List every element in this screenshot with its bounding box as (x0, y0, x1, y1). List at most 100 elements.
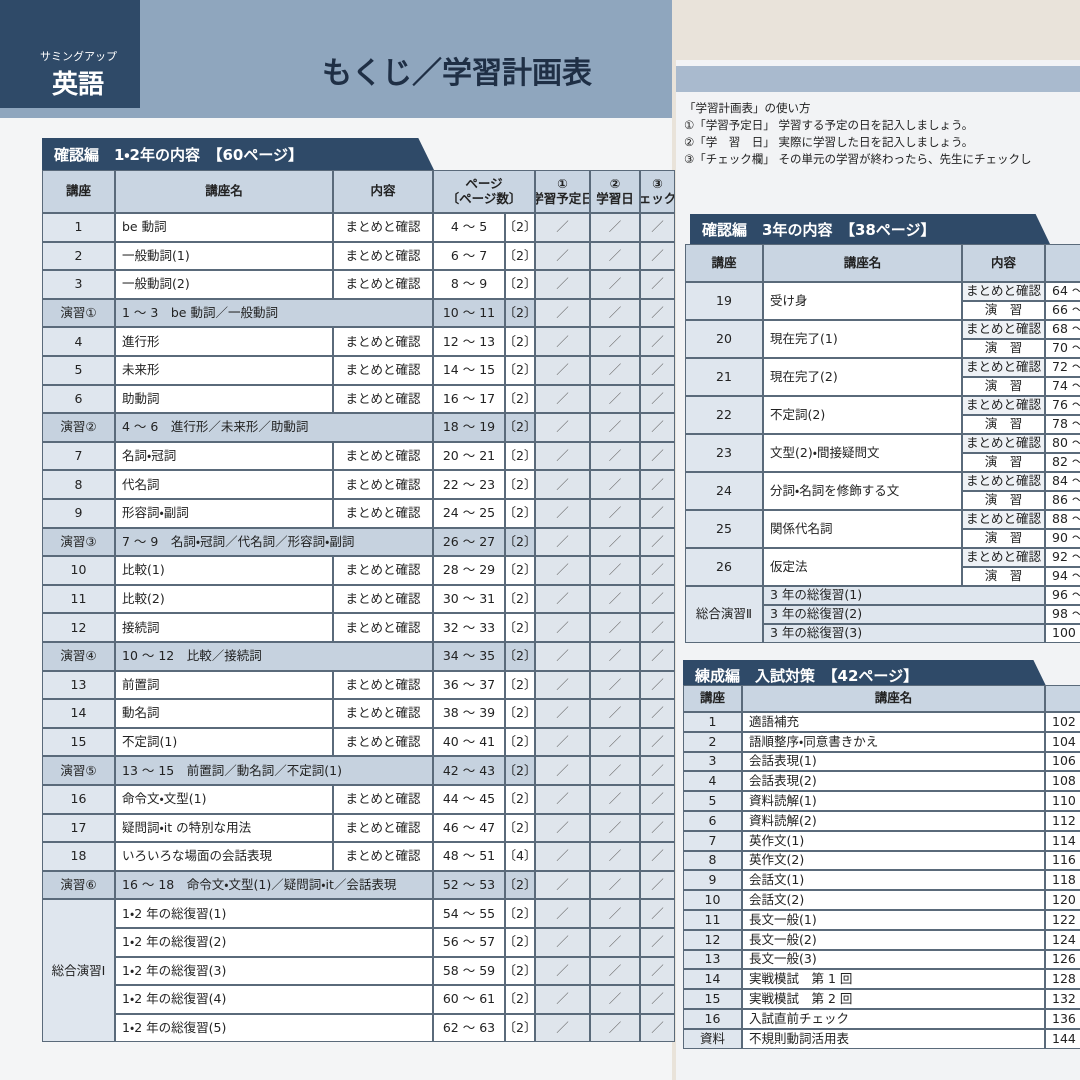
lecture-no: 演習② (42, 413, 115, 442)
content: まとめと確認 (962, 548, 1045, 567)
lecture-name: 進行形 (115, 327, 333, 356)
date-cell: ／ (590, 413, 640, 442)
lecture-name: 現在完了(1) (763, 320, 962, 358)
date-cell: ／ (590, 670, 640, 700)
lecture-name: 比較(1) (115, 556, 333, 585)
content: 演 習 (962, 567, 1045, 586)
page-range: 66 ～ (1045, 301, 1080, 320)
content: まとめと確認 (333, 499, 433, 528)
page-range: 54 ～ 55 (433, 899, 505, 928)
date-cell: ／ (590, 699, 640, 728)
date-cell: ／ (590, 785, 640, 814)
page-range: 118 ～ (1045, 870, 1080, 891)
brand-box (0, 0, 140, 108)
date-cell: ／ (590, 327, 640, 356)
content: 演 習 (962, 415, 1045, 434)
instructions-title: 「学習計画表」の使い方 (684, 101, 811, 115)
lecture-name: 未来形 (115, 356, 333, 385)
date-cell: ／ (590, 928, 640, 957)
date-cell: ／ (640, 756, 675, 785)
lecture-name: 会話表現(1) (742, 751, 1045, 772)
header-text: ② (609, 176, 621, 192)
page-count: 〔2〕 (505, 756, 535, 785)
page-count: 〔2〕 (505, 699, 535, 728)
date-cell: ／ (535, 985, 590, 1014)
date-cell: ／ (590, 813, 640, 843)
content: まとめと確認 (962, 358, 1045, 377)
page-count: 〔2〕 (505, 985, 535, 1014)
lecture-name: 適語補充 (742, 712, 1045, 732)
lecture-name: 1・2 年の総復習(3) (115, 956, 433, 986)
date-cell: ／ (535, 384, 590, 414)
date-cell: ／ (640, 727, 675, 757)
lecture-no: 3 (683, 751, 742, 772)
date-cell: ／ (535, 584, 590, 614)
instructions: 「学習計画表」の使い方 ①「学習予定日」 学習する予定の日を記入しましょう。 ②… (684, 100, 1031, 168)
page-range: 64 ～ (1045, 282, 1080, 301)
content: まとめと確認 (333, 356, 433, 385)
date-cell: ／ (640, 356, 675, 385)
date-cell: ／ (590, 985, 640, 1014)
date-cell: ／ (590, 870, 640, 900)
lecture-name: 1 ～ 3 be 動詞／一般動詞 (115, 298, 433, 328)
instruction: ②「学 習 日」 実際に学習した日を記入しましょう。 (684, 135, 974, 149)
lecture-no: 総合演習Ⅰ (42, 899, 115, 1043)
page-range: 98 ～ (1045, 605, 1080, 624)
page-range: 108 ～ (1045, 771, 1080, 792)
date-cell: ／ (590, 956, 640, 986)
page-range: 62 ～ 63 (433, 1013, 505, 1043)
lecture-no: 13 (683, 949, 742, 970)
date-cell: ／ (535, 327, 590, 356)
lecture-no: 15 (42, 727, 115, 757)
lecture-name: 代名詞 (115, 470, 333, 499)
lecture-no: 1 (42, 213, 115, 242)
date-cell: ／ (590, 613, 640, 642)
section-tab: 確認編 3年の内容 【38ページ】 (690, 214, 1050, 244)
date-cell: ／ (535, 899, 590, 928)
page-range: 114 ～ (1045, 830, 1080, 851)
page-range: 78 ～ (1045, 415, 1080, 434)
lecture-name: 不定詞(2) (763, 396, 962, 434)
lecture-name: 受け身 (763, 282, 962, 320)
content: 演 習 (962, 529, 1045, 548)
content: 演 習 (962, 377, 1045, 396)
page-range: 32 ～ 33 (433, 613, 505, 642)
lecture-name: 名詞・冠詞 (115, 441, 333, 471)
lecture-no: 20 (685, 320, 763, 358)
lecture-name: 関係代名詞 (763, 510, 962, 548)
lecture-no: 10 (42, 556, 115, 585)
content: まとめと確認 (962, 282, 1045, 301)
page-range: 48 ～ 51 (433, 842, 505, 871)
page-range: 14 ～ 15 (433, 356, 505, 385)
date-cell: ／ (535, 1013, 590, 1043)
lecture-name: いろいろな場面の会話表現 (115, 842, 333, 871)
date-cell: ／ (640, 499, 675, 528)
page-range: 90 ～ (1045, 529, 1080, 548)
lecture-name: 入試直前チェック (742, 1009, 1045, 1029)
page-count: 〔2〕 (505, 956, 535, 986)
lecture-no: 総合演習Ⅱ (685, 586, 763, 643)
lecture-name: 語順整序・同意書きかえ (742, 731, 1045, 752)
lecture-no: 1 (683, 712, 742, 732)
page-range: 22 ～ 23 (433, 470, 505, 499)
lecture-name: 英作文(2) (742, 850, 1045, 871)
lecture-name: 形容詞・副詞 (115, 499, 333, 528)
date-cell: ／ (590, 584, 640, 614)
content: まとめと確認 (333, 470, 433, 499)
page-range: 74 ～ (1045, 377, 1080, 396)
header-text: 講座名 (205, 183, 243, 199)
date-cell: ／ (590, 899, 640, 928)
header-text: 講座名 (874, 690, 913, 706)
lecture-no: 11 (683, 910, 742, 930)
date-cell: ／ (535, 241, 590, 271)
header-cell: 講座名 (763, 244, 962, 282)
date-cell: ／ (590, 298, 640, 328)
lecture-no: 資料 (683, 1028, 742, 1049)
lecture-no: 23 (685, 434, 763, 472)
date-cell: ／ (640, 670, 675, 700)
date-cell: ／ (535, 956, 590, 986)
lecture-name: 仮定法 (763, 548, 962, 586)
lecture-name: 実戦模試 第 1 回 (742, 969, 1045, 990)
content: まとめと確認 (333, 441, 433, 471)
date-cell: ／ (640, 642, 675, 671)
